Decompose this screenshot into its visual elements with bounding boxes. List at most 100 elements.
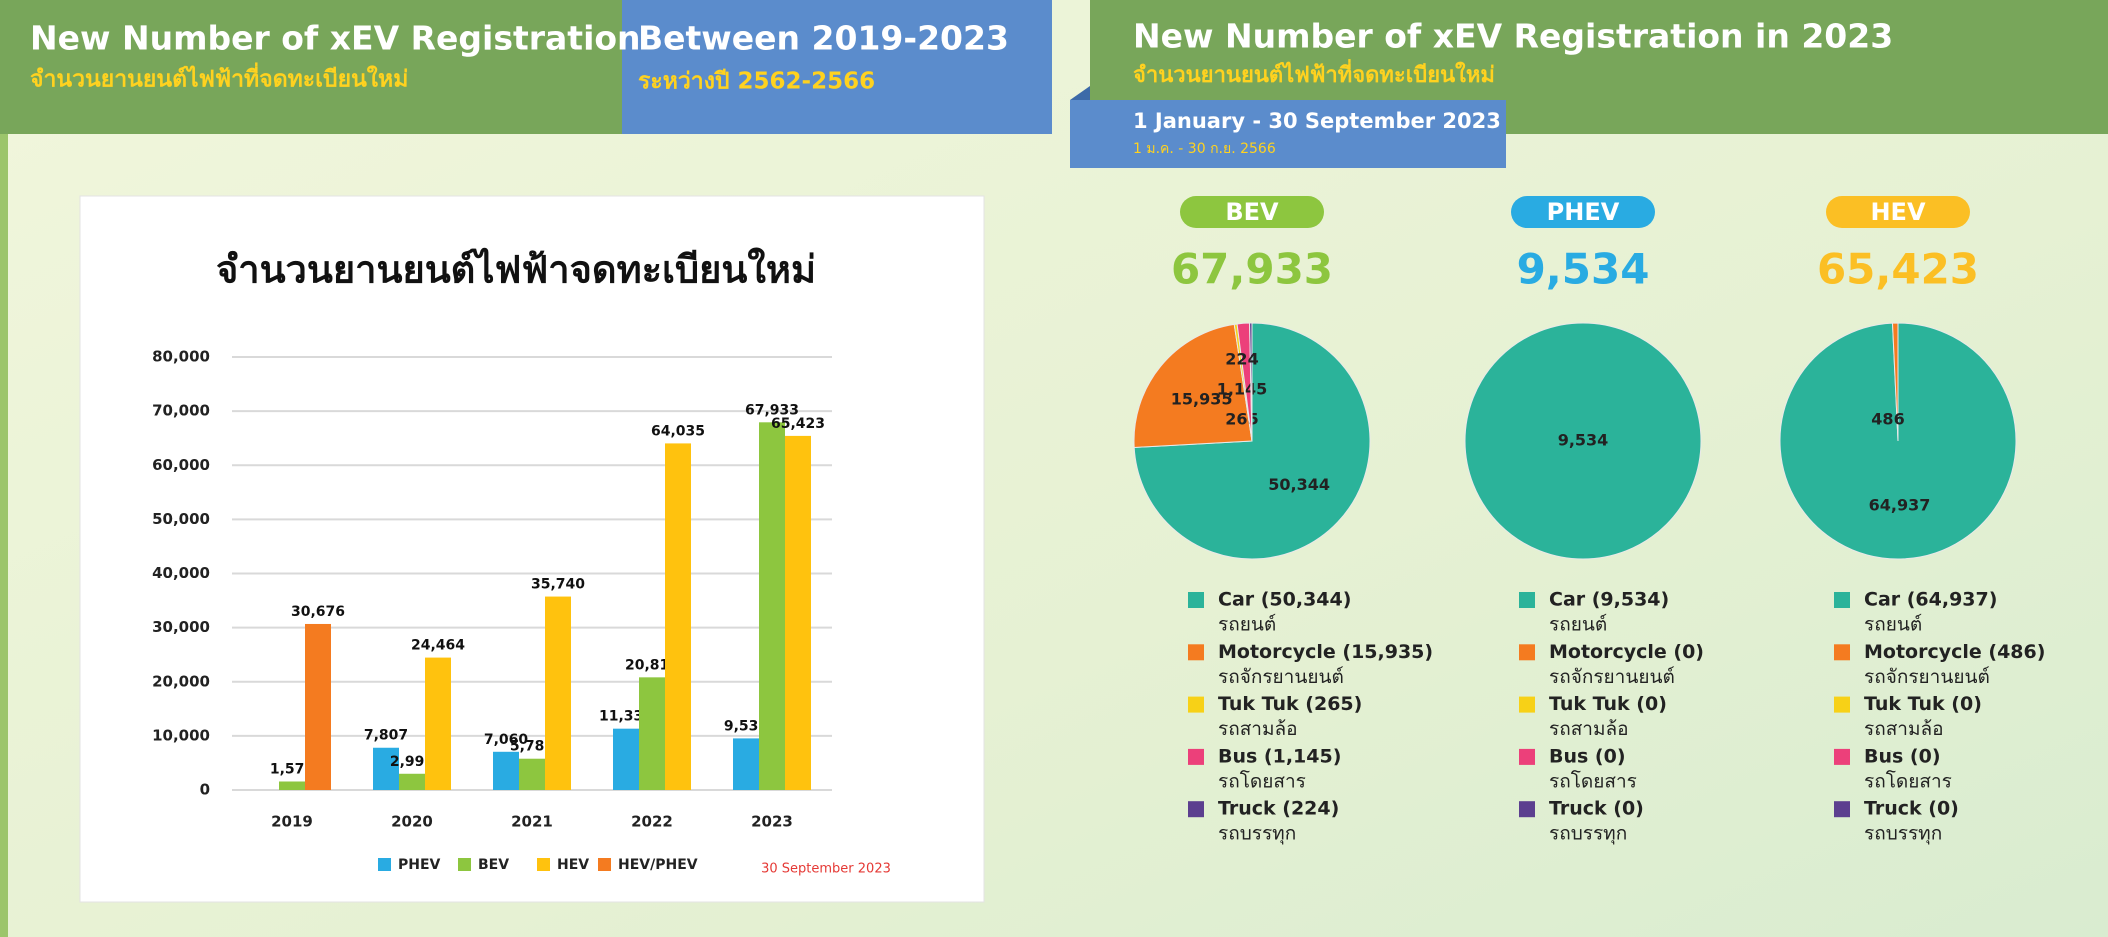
pie-label: 15,935	[1171, 390, 1233, 409]
left-title: New Number of xEV Registration	[30, 19, 641, 58]
legend-label-th: รถสามล้อ	[1864, 718, 1944, 740]
legend-swatch	[1834, 592, 1850, 608]
data-label: 1,572	[270, 761, 314, 777]
legend-swatch	[1834, 644, 1850, 661]
date-tag	[1070, 100, 1506, 168]
pie-total: 9,534	[1517, 245, 1650, 294]
pie-label: 224	[1225, 349, 1258, 368]
legend-label: Motorcycle (15,935)	[1218, 641, 1433, 663]
legend-swatch	[1188, 748, 1204, 765]
legend-label: HEV/PHEV	[618, 857, 698, 873]
right-subtitle: จำนวนยานยนต์ไฟฟ้าที่จดทะเบียนใหม่	[1133, 58, 1495, 88]
legend-label: Truck (224)	[1218, 798, 1339, 820]
legend-swatch	[598, 858, 611, 871]
legend-label: BEV	[478, 857, 509, 873]
pie-title: PHEV	[1547, 198, 1620, 226]
pie-pill	[1511, 196, 1655, 228]
legend-label: Truck (0)	[1864, 798, 1959, 820]
data-label: 9,534	[724, 718, 769, 734]
bar	[305, 623, 331, 790]
period-subtitle: ระหว่างปี 2562-2566	[638, 69, 875, 95]
legend-swatch	[1834, 801, 1850, 818]
x-tick-label: 2023	[751, 813, 793, 831]
bar	[759, 422, 785, 790]
pie-slice	[1249, 322, 1253, 442]
bar	[639, 677, 665, 790]
legend-swatch	[1834, 696, 1850, 713]
legend-swatch	[1519, 696, 1535, 713]
legend-swatch	[1519, 801, 1535, 818]
bar	[545, 596, 571, 790]
legend-label: HEV	[557, 857, 589, 873]
legend-label-th: รถโดยสาร	[1864, 769, 1952, 792]
legend-swatch	[1188, 644, 1204, 661]
bar	[425, 657, 451, 790]
header-left	[0, 0, 622, 134]
legend-label: Car (50,344)	[1218, 589, 1351, 611]
date-range: 1 January - 30 September 2023	[1133, 109, 1501, 133]
legend-label-th: รถสามล้อ	[1218, 718, 1298, 740]
data-label: 30,676	[291, 604, 345, 620]
pie-pill	[1180, 196, 1324, 228]
bar	[399, 773, 425, 790]
pie-title: BEV	[1225, 198, 1279, 226]
y-tick-label: 30,000	[152, 618, 210, 636]
legend-label-th: รถโดยสาร	[1218, 769, 1306, 792]
data-label: 2,999	[390, 754, 434, 770]
pie-label: 64,937	[1869, 495, 1931, 514]
y-tick-label: 0	[200, 781, 210, 799]
legend-label: Tuk Tuk (0)	[1864, 693, 1982, 715]
legend-label: Motorcycle (0)	[1549, 641, 1704, 663]
date-range-th: 1 ม.ค. - 30 ก.ย. 2566	[1133, 141, 1276, 157]
legend-label-th: รถยนต์	[1549, 614, 1607, 636]
bar	[665, 443, 691, 790]
y-tick-label: 40,000	[152, 564, 210, 582]
legend-label-th: รถยนต์	[1218, 614, 1276, 636]
legend-label-th: รถโดยสาร	[1549, 769, 1637, 792]
bar	[613, 728, 639, 790]
y-tick-label: 20,000	[152, 672, 210, 690]
data-label: 67,933	[745, 402, 799, 418]
left-subtitle: จำนวนยานยนต์ไฟฟ้าที่จดทะเบียนใหม่	[30, 62, 408, 93]
y-tick-label: 50,000	[152, 510, 210, 528]
legend-label-th: รถยนต์	[1864, 614, 1922, 636]
x-tick-label: 2020	[391, 813, 433, 831]
data-label: 24,464	[411, 638, 465, 654]
bar	[733, 738, 759, 790]
legend-label: Motorcycle (486)	[1864, 641, 2045, 663]
bar	[373, 747, 399, 790]
legend-label: Bus (0)	[1549, 745, 1626, 767]
x-tick-label: 2019	[271, 813, 313, 831]
legend-label: Car (9,534)	[1549, 589, 1669, 611]
legend-swatch	[1188, 592, 1204, 608]
chart-panel	[79, 195, 985, 903]
right-title: New Number of xEV Registration in 2023	[1133, 17, 1893, 56]
data-label: 35,740	[531, 577, 585, 593]
pie-total: 67,933	[1171, 245, 1333, 294]
bar	[519, 758, 545, 790]
x-tick-label: 2022	[631, 813, 673, 831]
bar	[785, 435, 811, 790]
legend-label-th: รถจักรยานยนต์	[1549, 666, 1675, 688]
y-tick-label: 80,000	[152, 348, 210, 366]
pie-pill	[1826, 196, 1970, 228]
y-tick-label: 10,000	[152, 726, 210, 744]
pie-slice	[1464, 322, 1702, 560]
legend-label-th: รถบรรทุก	[1549, 823, 1627, 846]
legend-label-th: รถบรรทุก	[1218, 823, 1296, 846]
legend-swatch	[1519, 592, 1535, 608]
legend-label: Bus (1,145)	[1218, 745, 1341, 767]
legend-label-th: รถจักรยานยนต์	[1864, 666, 1990, 688]
legend-swatch	[1188, 801, 1204, 818]
legend-label: Tuk Tuk (265)	[1218, 693, 1362, 715]
annotation: 30 September 2023	[761, 862, 891, 877]
data-label: 5,781	[510, 739, 554, 755]
legend-label-th: รถสามล้อ	[1549, 718, 1629, 740]
data-label: 65,423	[771, 416, 825, 432]
legend-label-th: รถบรรทุก	[1864, 823, 1942, 846]
data-label: 64,035	[651, 423, 705, 439]
y-tick-label: 70,000	[152, 402, 210, 420]
legend-swatch	[378, 858, 391, 871]
pie-label: 9,534	[1558, 431, 1609, 450]
pie-label: 486	[1871, 409, 1904, 428]
